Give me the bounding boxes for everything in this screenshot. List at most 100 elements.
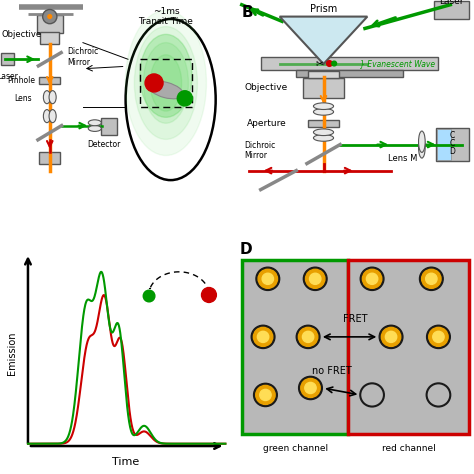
Ellipse shape — [126, 19, 216, 180]
FancyBboxPatch shape — [434, 1, 469, 19]
Ellipse shape — [313, 109, 334, 115]
Circle shape — [43, 9, 57, 24]
Ellipse shape — [126, 10, 207, 155]
Circle shape — [201, 288, 216, 302]
Text: no FRET: no FRET — [312, 366, 352, 376]
Ellipse shape — [313, 103, 334, 109]
Ellipse shape — [44, 109, 50, 123]
FancyBboxPatch shape — [308, 71, 339, 78]
Circle shape — [433, 331, 444, 342]
Text: D: D — [239, 242, 252, 256]
Circle shape — [363, 269, 382, 288]
Circle shape — [332, 61, 337, 66]
Ellipse shape — [313, 129, 334, 136]
Text: Objective: Objective — [1, 30, 41, 39]
Text: Dichroic
Mirror: Dichroic Mirror — [244, 141, 275, 160]
FancyBboxPatch shape — [37, 15, 63, 33]
Text: green channel: green channel — [263, 444, 328, 453]
FancyBboxPatch shape — [437, 129, 451, 160]
FancyBboxPatch shape — [261, 57, 438, 70]
FancyBboxPatch shape — [242, 260, 348, 434]
Circle shape — [426, 273, 437, 284]
FancyBboxPatch shape — [436, 128, 469, 161]
Circle shape — [255, 385, 275, 404]
Circle shape — [379, 325, 403, 348]
Ellipse shape — [419, 131, 425, 153]
Circle shape — [381, 328, 401, 346]
Text: C: C — [450, 131, 456, 139]
FancyBboxPatch shape — [40, 32, 59, 44]
Ellipse shape — [150, 55, 182, 111]
Text: Laser: Laser — [439, 0, 464, 6]
Circle shape — [145, 74, 163, 92]
Circle shape — [327, 61, 332, 66]
Circle shape — [422, 269, 441, 288]
FancyBboxPatch shape — [296, 70, 403, 77]
Circle shape — [258, 269, 278, 288]
Circle shape — [143, 290, 155, 302]
Text: C: C — [450, 139, 456, 148]
Ellipse shape — [44, 91, 50, 104]
Text: Dichroic
Mirror: Dichroic Mirror — [68, 47, 99, 66]
FancyBboxPatch shape — [100, 118, 118, 135]
Text: } Evanescent Wave: } Evanescent Wave — [360, 60, 435, 68]
Circle shape — [296, 325, 320, 348]
Circle shape — [299, 376, 322, 400]
Circle shape — [260, 389, 271, 401]
Text: B: B — [242, 5, 254, 20]
Ellipse shape — [88, 120, 101, 126]
Circle shape — [310, 273, 321, 284]
Text: Emission: Emission — [7, 331, 17, 375]
Circle shape — [427, 325, 450, 348]
Circle shape — [429, 328, 448, 346]
Polygon shape — [280, 17, 367, 64]
FancyBboxPatch shape — [308, 120, 339, 127]
Text: Aperture: Aperture — [246, 119, 286, 128]
Ellipse shape — [49, 109, 56, 123]
Text: ~1ms
Transit Time: ~1ms Transit Time — [138, 7, 193, 26]
FancyBboxPatch shape — [303, 78, 344, 99]
Ellipse shape — [135, 27, 198, 139]
Text: Pinhole: Pinhole — [7, 76, 35, 85]
Ellipse shape — [88, 126, 101, 131]
Circle shape — [385, 331, 397, 342]
Ellipse shape — [140, 35, 192, 118]
Circle shape — [303, 267, 327, 291]
Text: FRET: FRET — [343, 314, 368, 324]
Ellipse shape — [313, 135, 334, 141]
Text: red channel: red channel — [382, 444, 436, 453]
Ellipse shape — [149, 82, 183, 99]
Text: Lens: Lens — [14, 94, 32, 103]
Text: ✂: ✂ — [316, 58, 324, 69]
Circle shape — [48, 15, 52, 18]
Circle shape — [301, 378, 320, 398]
Circle shape — [254, 383, 277, 407]
FancyBboxPatch shape — [39, 77, 61, 84]
Circle shape — [306, 269, 325, 288]
Text: Lens M: Lens M — [388, 155, 418, 163]
Circle shape — [257, 331, 269, 342]
Circle shape — [256, 267, 280, 291]
FancyBboxPatch shape — [39, 152, 61, 164]
Circle shape — [251, 325, 275, 348]
Circle shape — [302, 331, 314, 342]
Circle shape — [253, 328, 273, 346]
Text: Time: Time — [112, 457, 139, 467]
Circle shape — [177, 91, 192, 106]
Ellipse shape — [144, 43, 189, 123]
Text: D: D — [450, 147, 456, 156]
Circle shape — [360, 267, 384, 291]
Circle shape — [419, 267, 443, 291]
Circle shape — [299, 328, 318, 346]
Text: Laser: Laser — [0, 72, 18, 81]
Circle shape — [262, 273, 273, 284]
FancyBboxPatch shape — [1, 54, 14, 65]
Text: Prism: Prism — [310, 4, 337, 15]
Text: Objective: Objective — [244, 83, 287, 92]
Circle shape — [366, 273, 378, 284]
Text: Detector: Detector — [88, 140, 121, 149]
Circle shape — [305, 383, 316, 393]
Ellipse shape — [49, 91, 56, 104]
FancyBboxPatch shape — [348, 260, 469, 434]
Ellipse shape — [419, 137, 425, 158]
